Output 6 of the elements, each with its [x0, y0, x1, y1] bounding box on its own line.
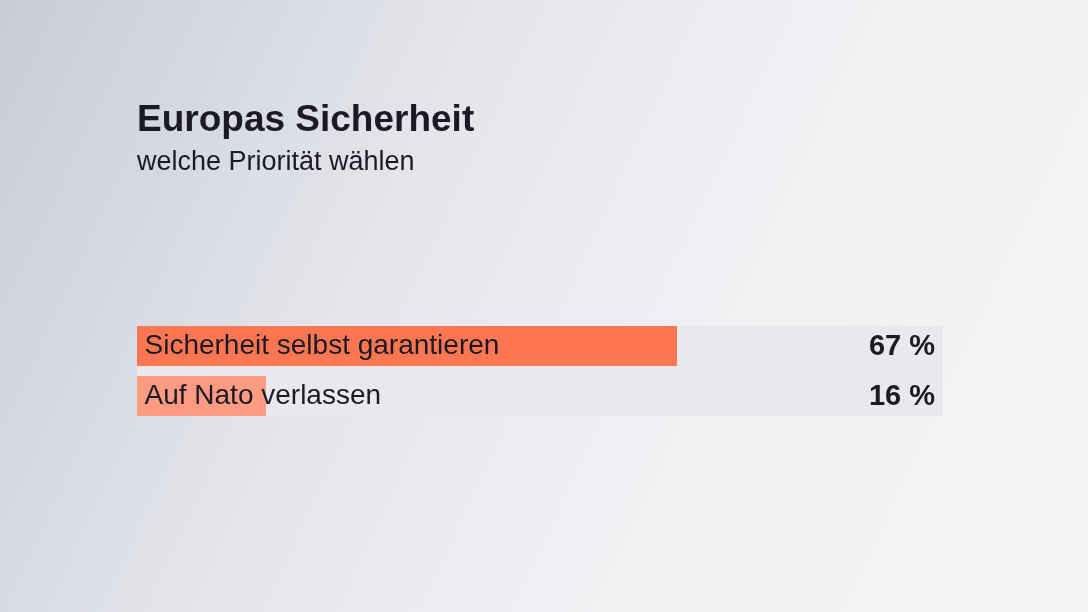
- chart-title: Europas Sicherheit: [137, 98, 475, 139]
- y-tick-label: Auf Nato verlassen: [144, 379, 382, 410]
- data-label: 16 %: [868, 379, 936, 411]
- chart-subtitle: welche Priorität wählen: [136, 146, 415, 176]
- y-tick-label: Sicherheit selbst garantieren: [144, 329, 500, 360]
- data-label: 67 %: [868, 329, 936, 361]
